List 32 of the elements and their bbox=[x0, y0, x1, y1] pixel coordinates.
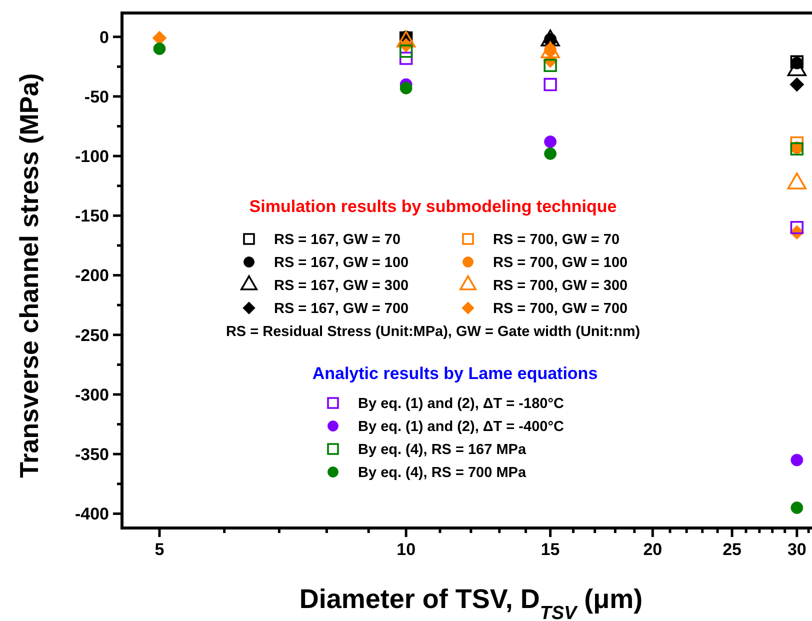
y-tick-label: -200 bbox=[74, 266, 109, 286]
y-axis-title: Transverse channel stress (MPa) bbox=[14, 73, 44, 478]
y-tick-label: -300 bbox=[74, 385, 109, 404]
x-axis-title: Diameter of TSV, D$_{TSV}$ (μm) bbox=[299, 584, 643, 621]
y-tick-label: -400 bbox=[74, 504, 109, 524]
y-tick-label: -50 bbox=[84, 87, 109, 106]
annotation: RS = Residual Stress (Unit:MPa), GW = Gate width (Unit:nm) bbox=[226, 324, 640, 340]
legend-label: By eq. (4), RS = 700 MPa bbox=[358, 465, 527, 482]
legend-label: RS = 700, GW = 100 bbox=[493, 255, 628, 272]
legend-title: Simulation results by submodeling technique bbox=[249, 197, 617, 216]
x-tick-label: 15 bbox=[540, 540, 560, 559]
x-tick-label: 5 bbox=[154, 540, 164, 559]
annotation: Analytic results by Lame equations bbox=[312, 364, 598, 383]
legend-label: RS = 167, GW = 100 bbox=[274, 255, 409, 272]
y-tick-label: -350 bbox=[74, 445, 109, 464]
legend-label: RS = 167, GW = 300 bbox=[274, 278, 409, 294]
y-tick-label: -150 bbox=[74, 206, 109, 226]
x-tick-label: 20 bbox=[643, 540, 662, 559]
x-tick-label: 30 bbox=[787, 540, 806, 559]
y-tick-label: -250 bbox=[74, 326, 109, 345]
legend-label: RS = 700, GW = 70 bbox=[493, 232, 620, 248]
legend-label: By eq. (1) and (2), ΔT = -180°C bbox=[358, 396, 564, 412]
legend-label: By eq. (1) and (2), ΔT = -400°C bbox=[358, 419, 564, 436]
y-tick-label: 0 bbox=[100, 28, 109, 47]
legend-label: By eq. (4), RS = 167 MPa bbox=[358, 442, 527, 458]
y-tick-label: -100 bbox=[74, 147, 109, 166]
legend-label: RS = 700, GW = 700 bbox=[493, 301, 628, 318]
legend-label: RS = 167, GW = 70 bbox=[274, 232, 401, 248]
x-tick-label: 25 bbox=[722, 540, 742, 559]
x-tick-label: 10 bbox=[396, 540, 416, 559]
legend-label: RS = 167, GW = 700 bbox=[274, 301, 409, 318]
legend-label: RS = 700, GW = 300 bbox=[493, 278, 628, 294]
